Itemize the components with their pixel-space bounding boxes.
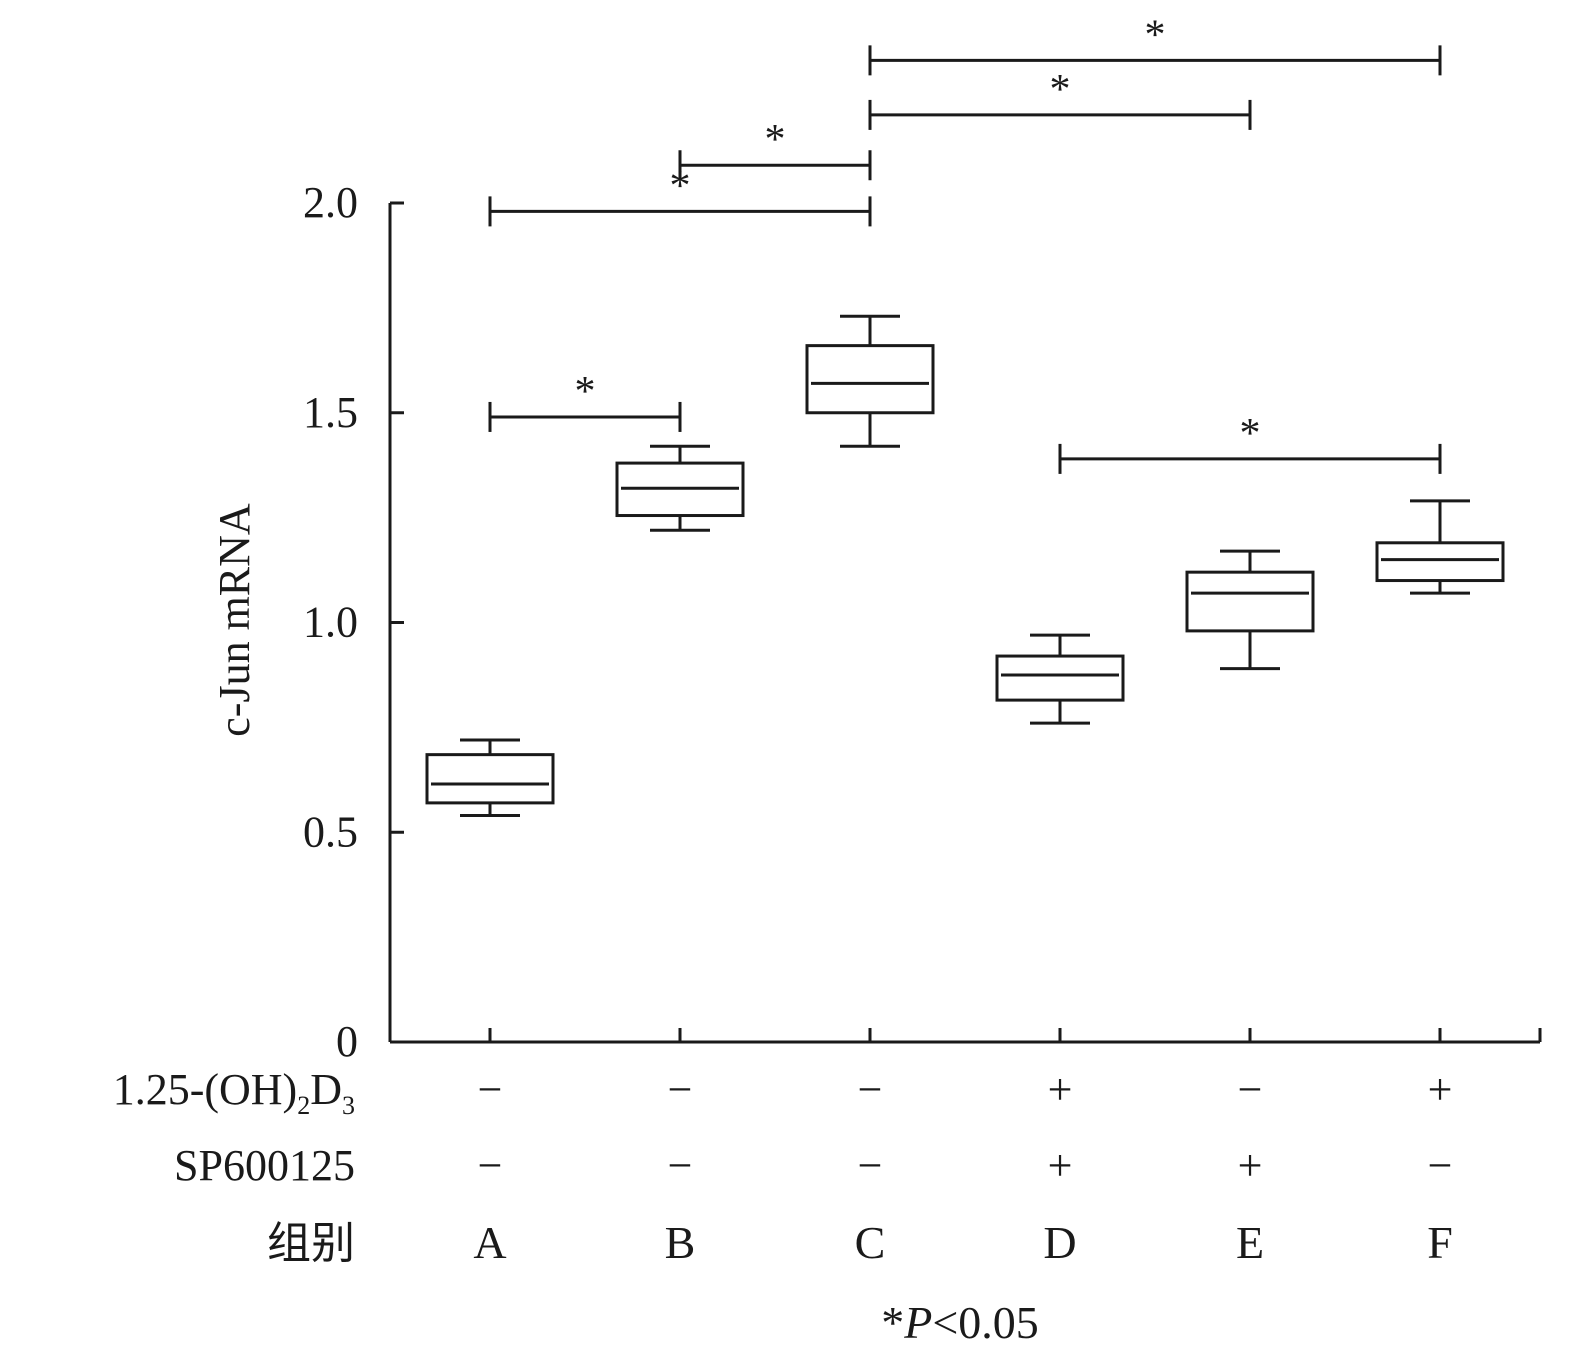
significance-brackets: * * * * * * <box>488 12 1442 474</box>
y-tick-label-0: 0 <box>336 1017 358 1066</box>
y-tick-label-4: 2.0 <box>303 178 358 227</box>
iqr-box-F <box>1375 541 1505 583</box>
treatment-1-sign-E: − <box>1238 1065 1263 1114</box>
group-row-label: 组别 <box>267 1219 355 1268</box>
iqr-box-D <box>995 654 1125 702</box>
group-label-D: D <box>1043 1217 1076 1268</box>
treatment-1-sign-A: − <box>478 1065 503 1114</box>
iqr-box-A <box>425 753 555 805</box>
treatment-2-sign-D: + <box>1048 1141 1073 1190</box>
group-label-F: F <box>1427 1217 1453 1268</box>
treatment-1-sign-B: − <box>668 1065 693 1114</box>
treatment-row-label-1: 1.25-(OH)2D3 <box>113 1065 355 1120</box>
group-label-A: A <box>473 1217 506 1268</box>
iqr-box-C <box>805 344 935 415</box>
significance-star-0: * <box>575 369 596 415</box>
significance-star-2: * <box>670 163 691 209</box>
box-F <box>1375 499 1505 595</box>
box-A <box>425 738 555 817</box>
treatment-2-sign-A: − <box>478 1141 503 1190</box>
treatment-2-sign-B: − <box>668 1141 693 1190</box>
box-E <box>1185 549 1315 671</box>
treatment-row-label-2: SP600125 <box>174 1141 355 1190</box>
y-tick-label-3: 1.5 <box>303 388 358 437</box>
treatment-1-sign-F: + <box>1428 1065 1453 1114</box>
iqr-box-E <box>1185 570 1315 633</box>
y-tick-label-1: 0.5 <box>303 807 358 856</box>
axes: 0 0.5 1.0 1.5 2.0 <box>303 178 1542 1066</box>
group-label-E: E <box>1236 1217 1264 1268</box>
significance-bracket-A-C: * <box>488 163 872 227</box>
significance-star-3: * <box>765 117 786 163</box>
treatment-2-sign-E: + <box>1238 1141 1263 1190</box>
box-C <box>805 314 935 448</box>
treatment-1-sign-D: + <box>1048 1065 1073 1114</box>
box-B <box>615 444 745 532</box>
significance-bracket-B-C: * <box>678 117 872 181</box>
group-label-C: C <box>855 1217 886 1268</box>
significance-bracket-C-F: * <box>868 12 1442 76</box>
boxes <box>425 314 1505 817</box>
significance-bracket-D-F: * <box>1058 411 1442 474</box>
y-axis-title: c-Jun mRNA <box>210 503 259 737</box>
box-D <box>995 633 1125 725</box>
y-tick-label-2: 1.0 <box>303 598 358 647</box>
significance-star-5: * <box>1145 12 1166 58</box>
significance-bracket-C-E: * <box>868 67 1252 130</box>
treatment-2-sign-F: − <box>1428 1141 1453 1190</box>
treatment-1-sign-C: − <box>858 1065 883 1114</box>
significance-star-1: * <box>1240 411 1261 457</box>
significance-bracket-A-B: * <box>488 369 682 432</box>
significance-star-4: * <box>1050 67 1071 113</box>
footnote: *P<0.05 <box>881 1297 1039 1348</box>
treatment-2-sign-C: − <box>858 1141 883 1190</box>
group-label-B: B <box>665 1217 696 1268</box>
labels: − − − + − + − − − + + − A B C D E F <box>473 1065 1452 1268</box>
